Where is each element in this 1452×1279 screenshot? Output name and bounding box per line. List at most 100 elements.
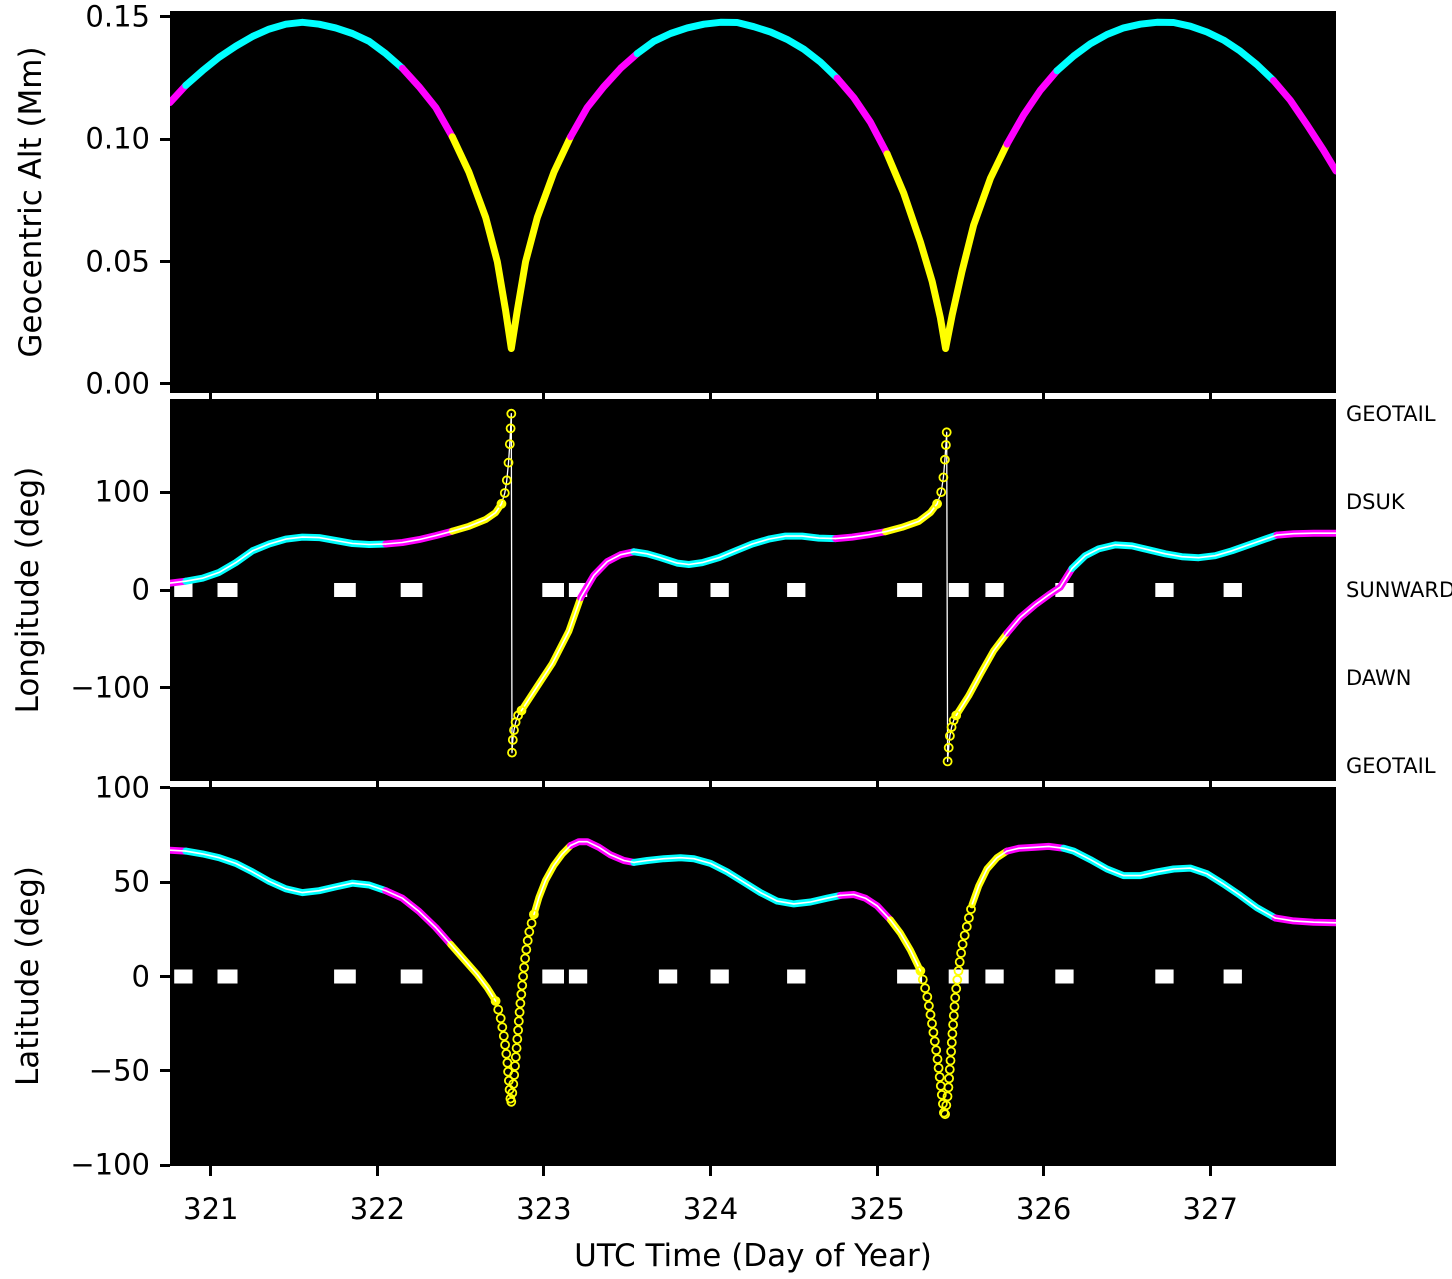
zero-line-dash — [1055, 969, 1074, 984]
data-marker — [961, 921, 972, 932]
data-marker — [949, 1001, 960, 1012]
data-marker — [938, 472, 949, 483]
curve-segment-y — [530, 842, 575, 918]
y-tick-label: 100 — [94, 770, 150, 805]
curve-core-line — [971, 850, 1008, 906]
zero-line-dash — [1155, 583, 1174, 597]
curve-segment-m — [567, 50, 641, 141]
zero-line-dash — [1223, 583, 1242, 597]
y-tick-label: 50 — [113, 864, 150, 899]
x-tick — [542, 1166, 546, 1176]
data-marker — [507, 734, 518, 745]
x-tick — [875, 781, 879, 791]
data-marker — [945, 1055, 956, 1066]
data-marker — [943, 742, 954, 753]
curve-segment-m — [1270, 77, 1336, 175]
data-marker — [497, 1022, 508, 1033]
zero-line-dash — [658, 583, 678, 597]
curve-core-line — [569, 840, 635, 864]
data-marker — [507, 747, 517, 758]
jump-connector-line — [936, 431, 957, 763]
x-tick-label: 322 — [349, 1192, 406, 1226]
data-marker — [516, 989, 527, 1000]
y-tick-label: 100 — [94, 474, 150, 509]
x-tick — [375, 393, 379, 403]
latitude-panel — [170, 787, 1336, 1166]
jump-connector-line — [500, 413, 523, 754]
data-marker — [511, 1043, 522, 1054]
zero-line-dash — [787, 583, 806, 597]
y-tick — [160, 1163, 170, 1167]
data-marker — [510, 1061, 520, 1071]
data-marker — [959, 930, 970, 941]
data-marker — [933, 1063, 944, 1073]
zero-line-dash — [174, 969, 193, 984]
data-marker — [496, 498, 507, 509]
data-marker — [514, 1007, 525, 1018]
curve-segment-c — [182, 18, 406, 89]
data-marker — [501, 1048, 512, 1059]
x-tick — [375, 781, 379, 791]
x-tick — [709, 1166, 713, 1176]
data-marker — [512, 1034, 523, 1045]
data-marker — [922, 991, 933, 1002]
x-tick — [1042, 781, 1046, 791]
curve-core-line — [520, 597, 582, 712]
curve-segment-m — [1003, 67, 1061, 148]
y-tick — [160, 490, 170, 494]
curve-core-line — [1006, 567, 1073, 634]
curve-segment-y — [881, 500, 941, 536]
data-marker — [506, 1096, 517, 1107]
curve-segment-y — [448, 500, 505, 535]
data-marker — [521, 944, 532, 955]
data-marker — [948, 1019, 958, 1030]
y-tick — [160, 137, 170, 141]
x-tick — [1208, 781, 1212, 791]
data-marker — [493, 1004, 504, 1015]
curve-segment-c — [630, 854, 844, 908]
y-tick-label: 0.05 — [85, 243, 150, 278]
curve-core-line — [834, 530, 887, 540]
x-tick-label: 323 — [516, 1192, 572, 1226]
data-marker — [507, 1087, 518, 1098]
y-tick — [160, 686, 170, 690]
x-tick-label: 321 — [183, 1192, 239, 1226]
data-marker — [956, 948, 966, 958]
curve-core-line — [955, 632, 1008, 717]
data-marker — [957, 939, 968, 950]
curve-core-line — [451, 503, 503, 532]
y-tick-label: 0.10 — [85, 121, 150, 156]
x-tick — [875, 393, 879, 403]
data-marker — [499, 488, 510, 498]
data-marker — [943, 1082, 954, 1093]
data-marker — [503, 457, 514, 468]
zero-line-dash — [658, 969, 678, 984]
data-marker — [929, 1036, 940, 1047]
zero-line-dash — [400, 969, 423, 984]
data-marker — [945, 730, 955, 741]
data-marker — [932, 498, 942, 509]
data-marker — [513, 1025, 524, 1036]
data-marker — [925, 1009, 936, 1020]
zero-line-dash — [217, 583, 238, 597]
x-tick — [209, 781, 213, 791]
zero-line-dash — [710, 969, 729, 984]
curve-segment-m — [398, 64, 456, 141]
data-marker — [950, 992, 961, 1003]
curve-core-line — [170, 580, 187, 584]
zero-line-dash — [174, 583, 193, 597]
x-tick — [875, 1166, 879, 1176]
x-tick — [209, 393, 213, 403]
curve-core-line — [449, 943, 497, 1002]
x-tick-label: 326 — [1015, 1192, 1072, 1226]
data-marker — [504, 439, 515, 449]
y-tick-label: 0 — [131, 958, 150, 993]
y-tick — [160, 382, 170, 386]
data-marker — [941, 1100, 952, 1111]
y-tick — [160, 786, 170, 790]
data-marker — [519, 962, 530, 973]
curve-segment-c — [1060, 844, 1279, 922]
data-marker — [928, 1027, 939, 1038]
data-marker — [942, 756, 953, 767]
curve-segment-y — [968, 847, 1011, 909]
